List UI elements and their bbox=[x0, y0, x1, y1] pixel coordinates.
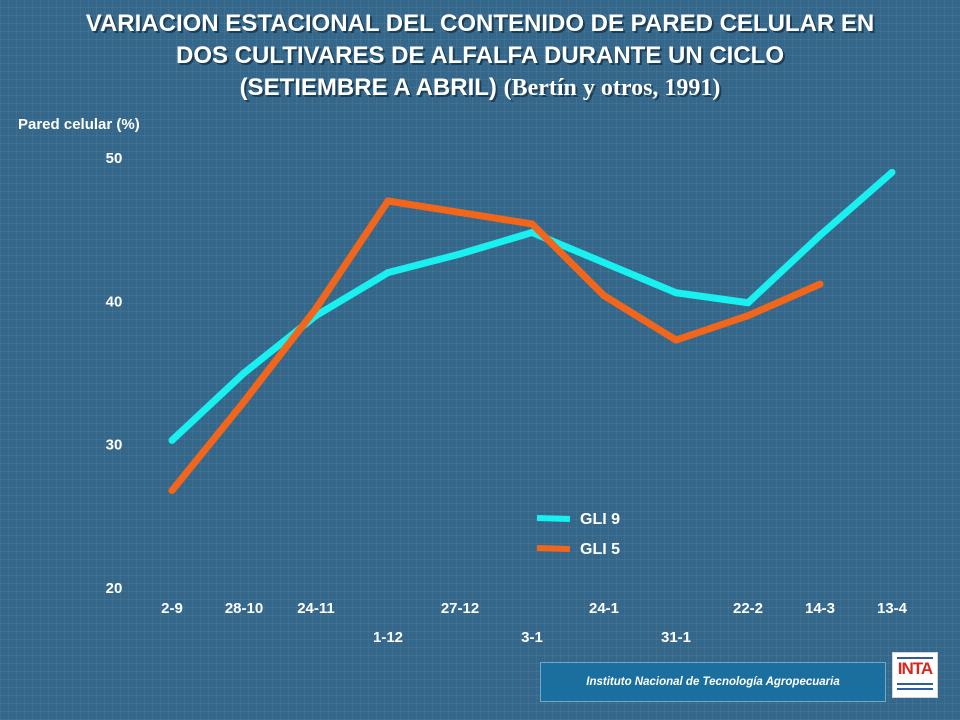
line-chart: 20 30 40 50 2-9 28-10 24-11 1-12 27-12 3-1 24-1 31-… bbox=[0, 0, 960, 660]
data-point bbox=[169, 437, 176, 444]
data-point bbox=[457, 209, 464, 216]
data-point bbox=[457, 251, 464, 258]
legend-swatch bbox=[537, 518, 570, 519]
data-point bbox=[745, 312, 752, 319]
x-tick-label: 1-12 bbox=[373, 629, 403, 646]
x-tick-label: 24-1 bbox=[589, 600, 619, 617]
data-point bbox=[241, 398, 248, 405]
logo-stripe-middle bbox=[897, 683, 933, 685]
x-tick-label: 24-11 bbox=[297, 600, 335, 617]
data-point bbox=[385, 198, 392, 205]
legend-swatch bbox=[537, 548, 570, 549]
data-point bbox=[817, 232, 824, 239]
series-line-gli-9 bbox=[172, 172, 892, 440]
data-point bbox=[529, 220, 536, 227]
data-point bbox=[313, 305, 320, 312]
x-tick-label: 2-9 bbox=[161, 600, 183, 617]
data-point bbox=[241, 370, 248, 377]
data-point bbox=[745, 299, 752, 306]
logo-stripe-bottom bbox=[897, 688, 933, 690]
x-tick-label: 31-1 bbox=[661, 629, 691, 646]
data-point bbox=[673, 337, 680, 344]
y-tick-label: 30 bbox=[106, 437, 123, 454]
data-point bbox=[169, 487, 176, 494]
data-point bbox=[601, 292, 608, 299]
institution-name: Instituto Nacional de Tecnología Agropec… bbox=[586, 676, 839, 688]
x-tick-label: 22-2 bbox=[733, 600, 763, 617]
y-tick-label: 20 bbox=[106, 580, 123, 597]
x-tick-label: 28-10 bbox=[225, 600, 263, 617]
y-tick-label: 40 bbox=[106, 293, 123, 310]
institution-banner: Instituto Nacional de Tecnología Agropec… bbox=[540, 662, 886, 702]
data-point bbox=[889, 169, 896, 176]
x-tick-label: 14-3 bbox=[805, 600, 835, 617]
legend-label: GLI 5 bbox=[580, 541, 620, 558]
data-point bbox=[601, 259, 608, 266]
data-point bbox=[817, 281, 824, 288]
y-tick-label: 50 bbox=[106, 150, 123, 167]
logo-text: INTA bbox=[895, 659, 935, 679]
x-tick-label: 13-4 bbox=[877, 600, 908, 617]
x-tick-label: 27-12 bbox=[441, 600, 479, 617]
legend-label: GLI 9 bbox=[580, 511, 620, 528]
data-point bbox=[673, 289, 680, 296]
x-tick-label: 3-1 bbox=[521, 629, 543, 646]
data-point bbox=[385, 269, 392, 276]
inta-logo: INTA bbox=[892, 652, 938, 698]
